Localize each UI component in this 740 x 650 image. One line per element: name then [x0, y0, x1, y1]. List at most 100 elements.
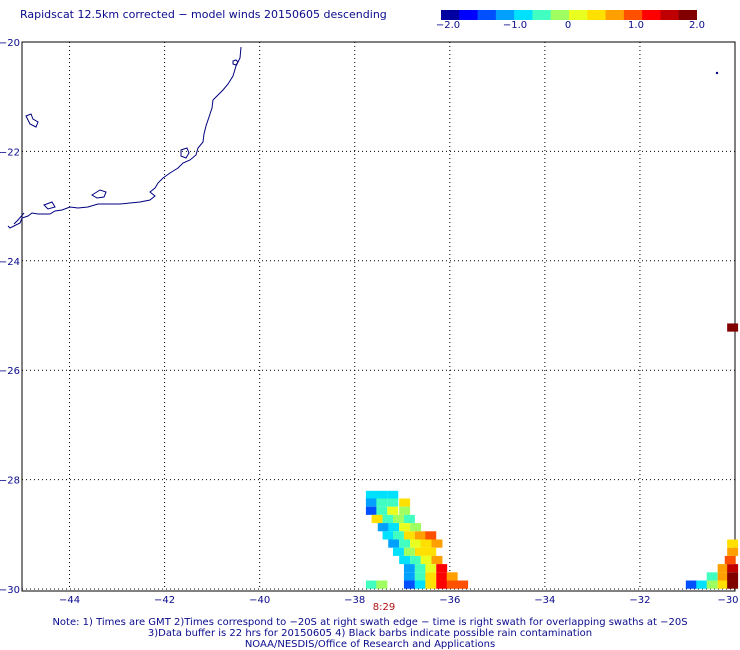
colorbar-swatch	[532, 10, 552, 20]
colorbar	[441, 10, 697, 20]
wind-diff-cell	[425, 547, 437, 556]
wind-diff-cell	[387, 506, 399, 515]
colorbar-swatch	[441, 10, 460, 20]
wind-diff-cell	[727, 564, 739, 573]
colorbar-tick: 2.0	[689, 20, 705, 31]
colorbar-swatch	[495, 10, 515, 20]
wind-diff-cell	[382, 514, 394, 524]
wind-diff-cell	[414, 547, 426, 556]
colorbar-swatch	[660, 10, 680, 20]
wind-diff-cell	[387, 498, 399, 507]
wind-diff-cell	[382, 531, 394, 540]
wind-diff-cell	[414, 580, 426, 589]
wind-diff-cell	[410, 539, 422, 548]
colorbar-tick: −1.0	[502, 20, 528, 31]
lon-tick-label: −44	[59, 595, 80, 606]
colorbar-swatch	[642, 10, 661, 20]
wind-diff-cell	[376, 506, 388, 515]
wind-diff-cell	[399, 498, 411, 507]
wind-difference-cells	[365, 323, 739, 589]
lat-tick-label: −30	[0, 585, 20, 596]
wind-diff-cell	[403, 514, 415, 524]
wind-diff-cell	[388, 523, 400, 532]
lat-lon-grid	[22, 41, 736, 590]
colorbar-swatch	[459, 10, 479, 20]
lon-tick-label: −32	[629, 595, 650, 606]
wind-diff-cell	[685, 580, 697, 589]
wind-diff-cell	[431, 539, 443, 548]
wind-diff-cell	[446, 572, 458, 581]
wind-diff-cell	[392, 547, 404, 556]
wind-diff-cell	[431, 555, 443, 565]
wind-diff-cell	[727, 323, 739, 332]
wind-diff-cell	[420, 555, 432, 565]
note-line-3: NOAA/NESDIS/Office of Research and Appli…	[244, 639, 496, 650]
colorbar-swatch	[550, 10, 570, 20]
wind-diff-cell	[365, 490, 377, 500]
colorbar-swatch	[605, 10, 625, 20]
colorbar-tick: 0	[564, 20, 572, 31]
wind-diff-cell	[388, 539, 400, 548]
wind-diff-cell	[436, 564, 448, 573]
wind-diff-cell	[727, 539, 739, 548]
lon-tick-label: −40	[249, 595, 270, 606]
lat-tick-label: −28	[0, 476, 20, 487]
wind-diff-cell	[414, 531, 426, 540]
lat-tick-label: −22	[0, 147, 20, 158]
map-title: Rapidscat 12.5km corrected − model winds…	[20, 8, 387, 21]
wind-diff-cell	[387, 490, 399, 500]
wind-diff-cell	[414, 572, 426, 581]
colorbar-tick: 1.0	[628, 20, 644, 31]
wind-diff-cell	[436, 572, 448, 581]
wind-diff-cell	[403, 580, 415, 589]
wind-diff-cell	[724, 555, 736, 565]
lat-tick-label: −26	[0, 366, 20, 377]
wind-diff-cell	[696, 580, 708, 589]
coastline-bay	[43, 189, 107, 210]
colorbar-tick: −2.0	[435, 20, 461, 31]
lon-tick-label: −36	[439, 595, 460, 606]
lat-tick-label: −20	[0, 38, 20, 49]
wind-diff-cell	[425, 531, 437, 540]
wind-diff-cell	[392, 514, 404, 524]
wind-diff-cell	[365, 580, 377, 589]
wind-diff-cell	[425, 572, 437, 581]
wind-diff-cell	[399, 523, 411, 532]
wind-diff-cell	[410, 523, 422, 532]
wind-diff-cell	[376, 498, 388, 507]
wind-diff-cell	[457, 580, 469, 589]
wind-diff-cell	[399, 506, 411, 515]
wind-diff-cell	[392, 531, 404, 540]
wind-diff-cell	[376, 490, 388, 500]
wind-diff-cell	[420, 539, 432, 548]
wind-diff-cell	[365, 506, 377, 515]
swath-time-label: 8:29	[373, 602, 395, 613]
lon-tick-label: −30	[717, 595, 738, 606]
coastline-lagoon	[180, 147, 190, 159]
wind-diff-cell	[376, 580, 388, 589]
lat-tick-label: −24	[0, 257, 20, 268]
colorbar-swatch	[477, 10, 497, 20]
wind-diff-cell	[399, 539, 411, 548]
wind-diff-cell	[403, 572, 415, 581]
colorbar-swatch	[623, 10, 643, 20]
wind-diff-cell	[414, 564, 426, 573]
lon-tick-label: −38	[344, 595, 365, 606]
wind-diff-cell	[436, 580, 448, 589]
wind-diff-cell	[403, 564, 415, 573]
wind-diff-cell	[717, 564, 729, 573]
wind-diff-cell	[403, 531, 415, 540]
wind-diff-cell	[371, 514, 383, 524]
wind-diff-cell	[410, 555, 422, 565]
wind-diff-cell	[365, 498, 377, 507]
wind-diff-cell	[727, 580, 739, 589]
note-line-1: Note: 1) Times are GMT 2)Times correspon…	[52, 617, 688, 628]
colorbar-swatch	[569, 10, 588, 20]
wind-diff-cell	[425, 564, 437, 573]
lon-tick-label: −42	[154, 595, 175, 606]
note-line-2: 3)Data buffer is 22 hrs for 20150605 4) …	[147, 628, 593, 639]
colorbar-swatch	[678, 10, 697, 20]
lon-tick-label: −34	[534, 595, 555, 606]
wind-diff-cell	[727, 547, 739, 556]
wind-diff-cell	[403, 547, 415, 556]
